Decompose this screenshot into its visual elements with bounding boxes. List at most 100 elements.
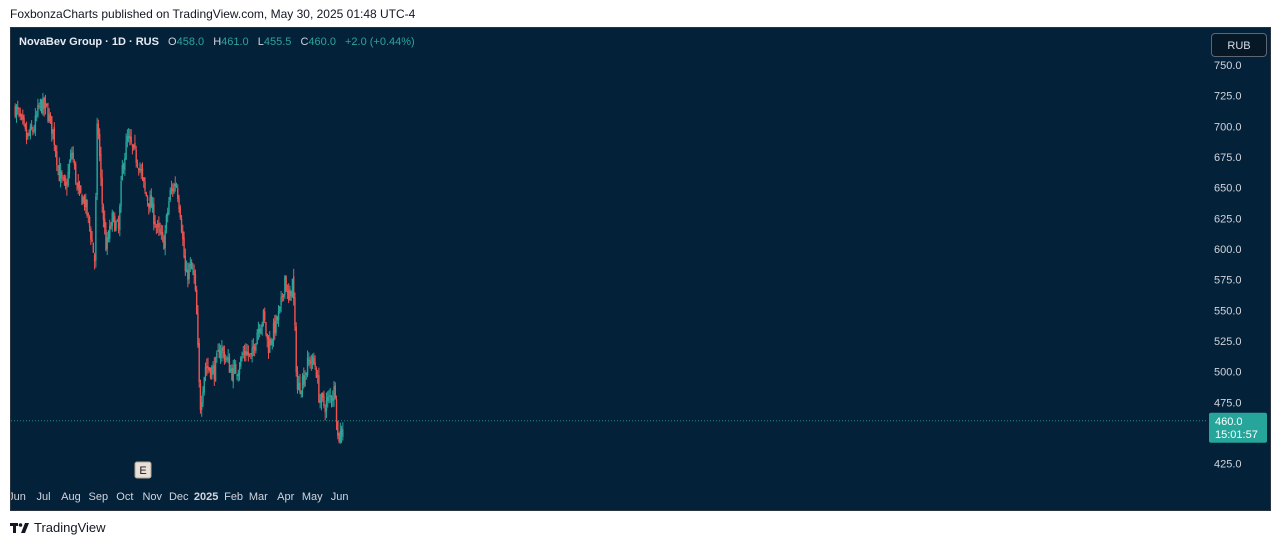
candle-body bbox=[334, 385, 336, 399]
candle-body bbox=[78, 187, 81, 191]
candle-body bbox=[88, 216, 91, 227]
candle-body bbox=[182, 231, 184, 240]
earnings-marker-label: E bbox=[139, 465, 146, 477]
candle-body bbox=[92, 242, 95, 253]
candle-body bbox=[251, 347, 253, 357]
candle-body bbox=[86, 199, 88, 216]
candle-body bbox=[37, 104, 39, 116]
candle-body bbox=[311, 355, 314, 365]
candle-body bbox=[233, 364, 236, 367]
candle-body bbox=[255, 343, 257, 351]
high-value: 461.0 bbox=[221, 36, 249, 48]
candle-body bbox=[121, 165, 124, 180]
candle-body bbox=[164, 230, 166, 248]
symbol-title[interactable]: NovaBev Group · 1D · RUS bbox=[19, 36, 159, 48]
candle-body bbox=[146, 196, 149, 201]
candle-body bbox=[170, 188, 173, 190]
footer-brand[interactable]: TradingView bbox=[34, 520, 106, 535]
candle-body bbox=[174, 183, 176, 187]
candle-body bbox=[83, 196, 86, 207]
candle-body bbox=[213, 364, 216, 380]
candle-body bbox=[149, 197, 151, 210]
candle-body bbox=[145, 192, 147, 197]
candle-body bbox=[269, 339, 271, 353]
candle-body bbox=[265, 322, 267, 335]
candle-body bbox=[272, 322, 275, 342]
candle-body bbox=[139, 168, 141, 170]
candle-body bbox=[57, 166, 59, 168]
candle-body bbox=[179, 207, 181, 218]
x-tick-label: Sep bbox=[89, 491, 109, 503]
candle-body bbox=[314, 362, 316, 367]
candle-body bbox=[69, 153, 72, 162]
tradingview-logo-icon[interactable] bbox=[10, 522, 30, 534]
candle-body bbox=[217, 350, 219, 352]
y-tick-label: 525.0 bbox=[1214, 336, 1242, 348]
high-label: H bbox=[213, 36, 222, 48]
candle-body bbox=[150, 195, 153, 208]
candle-body bbox=[303, 374, 305, 385]
candle-body bbox=[325, 400, 328, 411]
candle-body bbox=[252, 346, 255, 349]
candle-body bbox=[119, 206, 121, 231]
candle-body bbox=[126, 136, 129, 142]
candle-body bbox=[328, 395, 330, 398]
candle-body bbox=[159, 228, 161, 233]
candle-body bbox=[58, 165, 61, 182]
candle-body bbox=[111, 212, 113, 226]
candle-body bbox=[56, 151, 58, 165]
candle-body bbox=[73, 161, 76, 165]
candle-body bbox=[75, 163, 77, 184]
candle-body bbox=[131, 144, 134, 147]
footer: TradingView bbox=[10, 520, 106, 535]
candle-body bbox=[180, 218, 183, 232]
x-tick-label: Dec bbox=[169, 491, 189, 503]
candle-body bbox=[32, 130, 34, 132]
earnings-marker[interactable] bbox=[134, 461, 152, 479]
candle-body bbox=[38, 105, 40, 107]
change-value: +2.0 (+0.44%) bbox=[345, 36, 415, 48]
candle-body bbox=[258, 328, 261, 333]
y-tick-label: 700.0 bbox=[1214, 121, 1242, 133]
candle-body bbox=[279, 306, 281, 311]
candle-body bbox=[122, 164, 125, 170]
candle-body bbox=[329, 395, 331, 397]
candle-body bbox=[153, 203, 155, 224]
candle-body bbox=[114, 215, 116, 232]
candle-body bbox=[275, 315, 277, 333]
candle-body bbox=[280, 297, 282, 306]
candle-body bbox=[342, 429, 344, 437]
candle-body bbox=[49, 115, 52, 117]
candle-body bbox=[320, 393, 323, 403]
currency-button[interactable]: RUB bbox=[1211, 33, 1267, 57]
candle-body bbox=[248, 353, 251, 355]
y-tick-label: 550.0 bbox=[1214, 305, 1242, 317]
candle-body bbox=[158, 222, 160, 228]
candle-body bbox=[68, 163, 71, 174]
candle-body bbox=[115, 222, 117, 230]
candle-body bbox=[168, 201, 170, 213]
candle-body bbox=[277, 310, 280, 320]
candle-body bbox=[237, 372, 239, 377]
candle-body bbox=[192, 268, 194, 270]
candle-body bbox=[129, 136, 131, 139]
chart-panel[interactable]: 750.0 725.0 700.0 675.0 650.0 625.0 600.0 575.0… bbox=[10, 27, 1271, 511]
candle-body bbox=[185, 269, 188, 273]
candle-body bbox=[286, 291, 289, 293]
candle-body bbox=[155, 226, 158, 228]
candle-body bbox=[67, 171, 69, 186]
candle-body bbox=[305, 372, 307, 375]
candle-body bbox=[130, 136, 132, 144]
open-label: O bbox=[168, 36, 177, 48]
candle-body bbox=[274, 320, 276, 334]
candle-body bbox=[30, 124, 33, 130]
x-tick-label: Jun bbox=[331, 491, 349, 503]
candle-body bbox=[136, 163, 139, 167]
candle-body bbox=[285, 276, 287, 292]
candle-body bbox=[148, 203, 150, 208]
candle-body bbox=[216, 352, 218, 359]
price-chart[interactable]: 750.0 725.0 700.0 675.0 650.0 625.0 600.0 575.0… bbox=[11, 28, 1271, 511]
candle-body bbox=[232, 367, 234, 383]
candle-body bbox=[48, 114, 50, 122]
candle-body bbox=[188, 264, 190, 280]
